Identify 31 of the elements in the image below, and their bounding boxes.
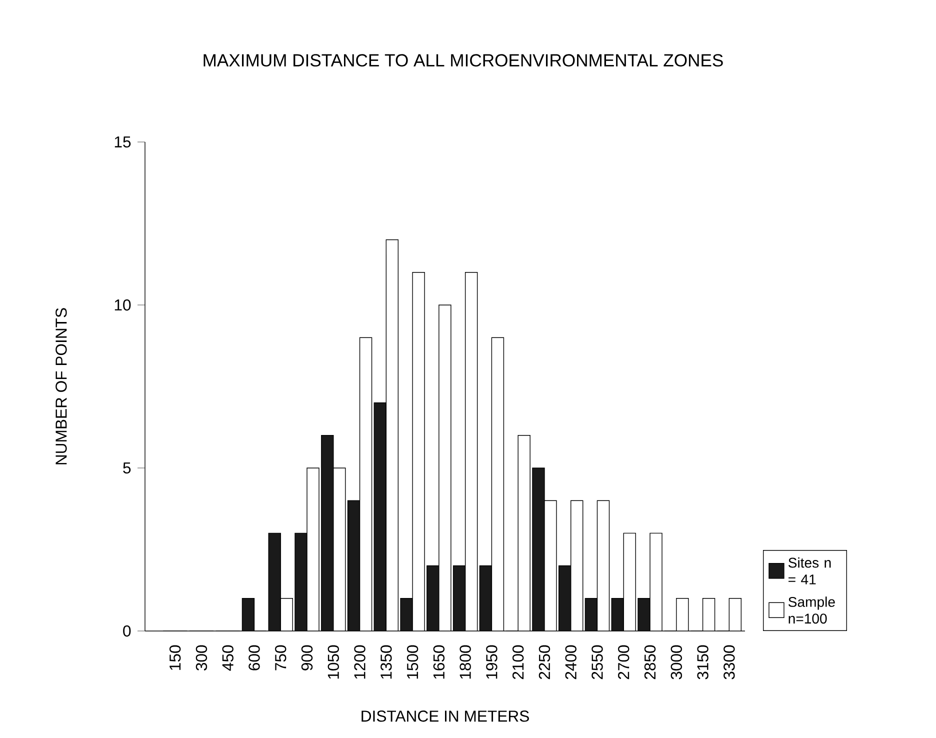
y-tick-label: 15 <box>114 136 131 148</box>
x-tick-label: 3000 <box>670 645 682 680</box>
x-tick-label: 2100 <box>512 645 524 680</box>
x-axis-title: DISTANCE IN METERS <box>362 710 529 722</box>
y-axis-title: NUMBER OF POINTS <box>56 308 67 464</box>
x-tick-label: 1200 <box>354 645 366 679</box>
y-tick-label: 0 <box>123 625 131 637</box>
x-tick-label: 750 <box>275 645 286 670</box>
x-tick-label: 2400 <box>565 645 576 680</box>
x-tick-label: 3300 <box>724 645 735 680</box>
legend-label: Sample n=100 <box>788 596 835 624</box>
x-tick-label: 1500 <box>406 645 418 679</box>
x-tick-label: 1050 <box>328 645 339 679</box>
x-tick-label: 1350 <box>380 645 392 679</box>
chart-title: MAXIMUM DISTANCE TO ALL MICROENVIRONMENTAL ZONES <box>204 54 723 67</box>
x-tick-label: 150 <box>169 645 181 670</box>
x-tick-label: 900 <box>301 645 313 670</box>
y-tick-label: 5 <box>123 462 131 474</box>
x-tick-label: 1800 <box>460 645 471 679</box>
x-tick-label: 600 <box>248 645 260 670</box>
x-tick-label: 2700 <box>618 645 630 680</box>
x-tick-label: 1650 <box>433 645 445 679</box>
x-tick-label: 300 <box>196 645 208 670</box>
legend-label: Sites n = 41 <box>788 557 831 584</box>
x-tick-label: 1950 <box>486 645 498 679</box>
x-tick-label: 2850 <box>644 645 656 680</box>
x-tick-label: 3150 <box>697 645 708 680</box>
x-tick-label: 2250 <box>538 645 550 680</box>
y-tick-label: 10 <box>114 299 131 311</box>
x-tick-label: 2550 <box>592 645 603 680</box>
x-tick-label: 450 <box>222 645 234 671</box>
